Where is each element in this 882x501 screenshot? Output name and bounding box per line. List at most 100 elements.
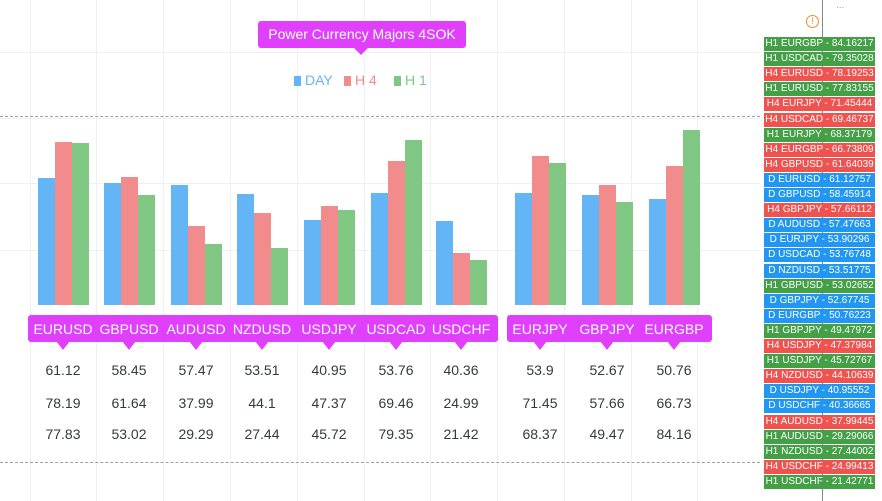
price-tag: H1 USDJPY - 45.72767 — [764, 354, 875, 369]
dashed-level-lower — [0, 462, 760, 463]
value-h4-audusd: 37.99 — [178, 395, 214, 411]
pair-label-gbpjpy: GBPJPY — [579, 321, 635, 337]
chart-area[interactable]: EURUSD GBPUSD AUDUSD NZDUSD USDJPY USDCAD USDC… — [0, 0, 760, 501]
price-tag: D EURUSD - 61.12757 — [764, 172, 875, 187]
price-tag: H4 USDJPY - 47.37984 — [764, 339, 875, 353]
value-day-eurusd: 61.12 — [45, 362, 81, 378]
bar-day-usdjpy — [304, 219, 321, 305]
price-tag: H1 GBPUSD - 53.02652 — [764, 278, 875, 293]
value-day-usdjpy: 40.95 — [311, 362, 347, 378]
pair-label-nzdusd: NZDUSD — [232, 321, 292, 337]
pointer-nzdusd — [255, 341, 269, 350]
bar-h1-usdchf — [470, 260, 487, 305]
value-h1-eurjpy: 68.37 — [522, 426, 558, 442]
info-icon[interactable]: ! — [806, 15, 819, 28]
pointer-usdjpy — [322, 341, 336, 350]
pointer-eurgbp — [667, 341, 681, 350]
legend-label-h4: H 4 — [355, 72, 377, 88]
value-day-nzdusd: 53.51 — [244, 362, 280, 378]
price-tag: H4 GBPUSD - 61.64039 — [764, 157, 875, 172]
price-tag: H1 NZDUSD - 27.44002 — [764, 444, 875, 459]
legend-item-h1: H 1 — [394, 72, 427, 88]
value-day-gbpusd: 58.45 — [111, 362, 147, 378]
pointer-usdcad — [389, 341, 403, 350]
price-tag: H4 EURGBP - 66.73809 — [764, 142, 875, 157]
pair-label-eurgbp: EURGBP — [644, 321, 704, 337]
price-tag: H1 EURUSD - 77.83155 — [764, 82, 875, 97]
value-h4-usdchf: 24.99 — [443, 395, 479, 411]
legend-swatch-day — [294, 76, 301, 86]
value-h1-nzdusd: 27.44 — [244, 426, 280, 442]
legend-item-h4: H 4 — [344, 72, 377, 88]
grid-line-h-1 — [0, 118, 760, 119]
bar-h1-gbpjpy — [616, 202, 633, 305]
price-tag: H1 EURJPY - 68.37179 — [764, 127, 875, 142]
value-h1-usdcad: 79.35 — [378, 426, 414, 442]
value-h1-eurusd: 77.83 — [45, 426, 81, 442]
bar-h4-nzdusd — [254, 213, 271, 305]
price-tag: H4 USDCAD - 69.46737 — [764, 112, 875, 127]
price-tag: D EURGBP - 50.76223 — [764, 308, 875, 323]
value-h1-usdchf: 21.42 — [443, 426, 479, 442]
value-h1-gbpusd: 53.02 — [111, 426, 147, 442]
price-tag: D AUDUSD - 57.47663 — [764, 218, 875, 233]
bar-h1-eurusd — [72, 143, 89, 305]
price-tag: H4 NZDUSD - 44.10639 — [764, 369, 875, 384]
pointer-audusd — [189, 341, 203, 350]
legend-swatch-h1 — [394, 76, 401, 86]
price-tag: D GBPUSD - 58.45914 — [764, 188, 875, 202]
bar-day-eurgbp — [649, 199, 666, 305]
price-scale-top-label: ... — [836, 0, 845, 11]
pair-label-usdchf: USDCHF — [431, 321, 491, 337]
legend-label-day: DAY — [305, 72, 333, 88]
bar-day-eurjpy — [515, 192, 532, 305]
price-tag: D NZDUSD - 53.51775 — [764, 263, 875, 278]
price-tag: H4 EURJPY - 71.45444 — [764, 97, 875, 112]
bar-h1-gbpusd — [138, 194, 155, 305]
pointer-gbpjpy — [600, 341, 614, 350]
label-group-usd — [28, 315, 498, 342]
bar-day-usdcad — [371, 193, 388, 305]
pointer-usdchf — [454, 341, 468, 350]
bar-h1-eurjpy — [549, 162, 566, 305]
price-tag: D EURJPY - 53.90296 — [764, 233, 875, 248]
value-h1-eurgbp: 84.16 — [656, 426, 692, 442]
price-tag: H4 USDCHF - 24.99413 — [764, 459, 875, 474]
bar-day-gbpusd — [104, 183, 121, 305]
price-tag: D USDCHF - 40.36665 — [764, 399, 875, 414]
bar-day-audusd — [171, 185, 188, 305]
value-h1-audusd: 29.29 — [178, 426, 214, 442]
value-day-eurjpy: 53.9 — [526, 362, 554, 378]
price-tag: H1 EURGBP - 84.16217 — [764, 37, 875, 51]
value-h1-gbpjpy: 49.47 — [589, 426, 625, 442]
label-group-cross — [507, 315, 712, 342]
value-h4-gbpusd: 61.64 — [111, 395, 147, 411]
legend-label-h1: H 1 — [405, 72, 427, 88]
price-tag: H1 GBPJPY - 49.47972 — [764, 323, 875, 338]
bar-h4-usdchf — [453, 253, 470, 305]
grid-line-h-0 — [0, 52, 760, 53]
pair-label-eurusd: EURUSD — [33, 321, 93, 337]
bar-h4-usdjpy — [321, 206, 338, 305]
value-day-usdchf: 40.36 — [443, 362, 479, 378]
value-day-audusd: 57.47 — [178, 362, 214, 378]
bar-h4-eurjpy — [532, 156, 549, 305]
price-tag: D GBPJPY - 52.67745 — [764, 293, 875, 308]
chart-title: Power Currency Majors 4SOK — [258, 21, 466, 55]
bar-day-eurusd — [38, 177, 55, 305]
value-h4-eurusd: 78.19 — [45, 395, 81, 411]
price-tag: H4 GBPJPY - 57.66112 — [764, 203, 875, 218]
value-h4-eurgbp: 66.73 — [656, 395, 692, 411]
bar-h1-audusd — [205, 244, 222, 305]
price-tag: H4 AUDUSD - 37.99445 — [764, 414, 875, 429]
bar-h4-usdcad — [388, 160, 405, 305]
pair-label-audusd: AUDUSD — [166, 321, 226, 337]
price-tag: D USDCAD - 53.76748 — [764, 248, 875, 263]
price-tag: H1 AUDUSD - 29.29066 — [764, 429, 875, 444]
pair-label-usdcad: USDCAD — [366, 321, 426, 337]
bar-day-usdchf — [436, 221, 453, 305]
legend-swatch-h4 — [344, 76, 351, 86]
legend-item-day: DAY — [294, 72, 333, 88]
pointer-eurjpy — [533, 341, 547, 350]
bar-h1-usdcad — [405, 139, 422, 305]
